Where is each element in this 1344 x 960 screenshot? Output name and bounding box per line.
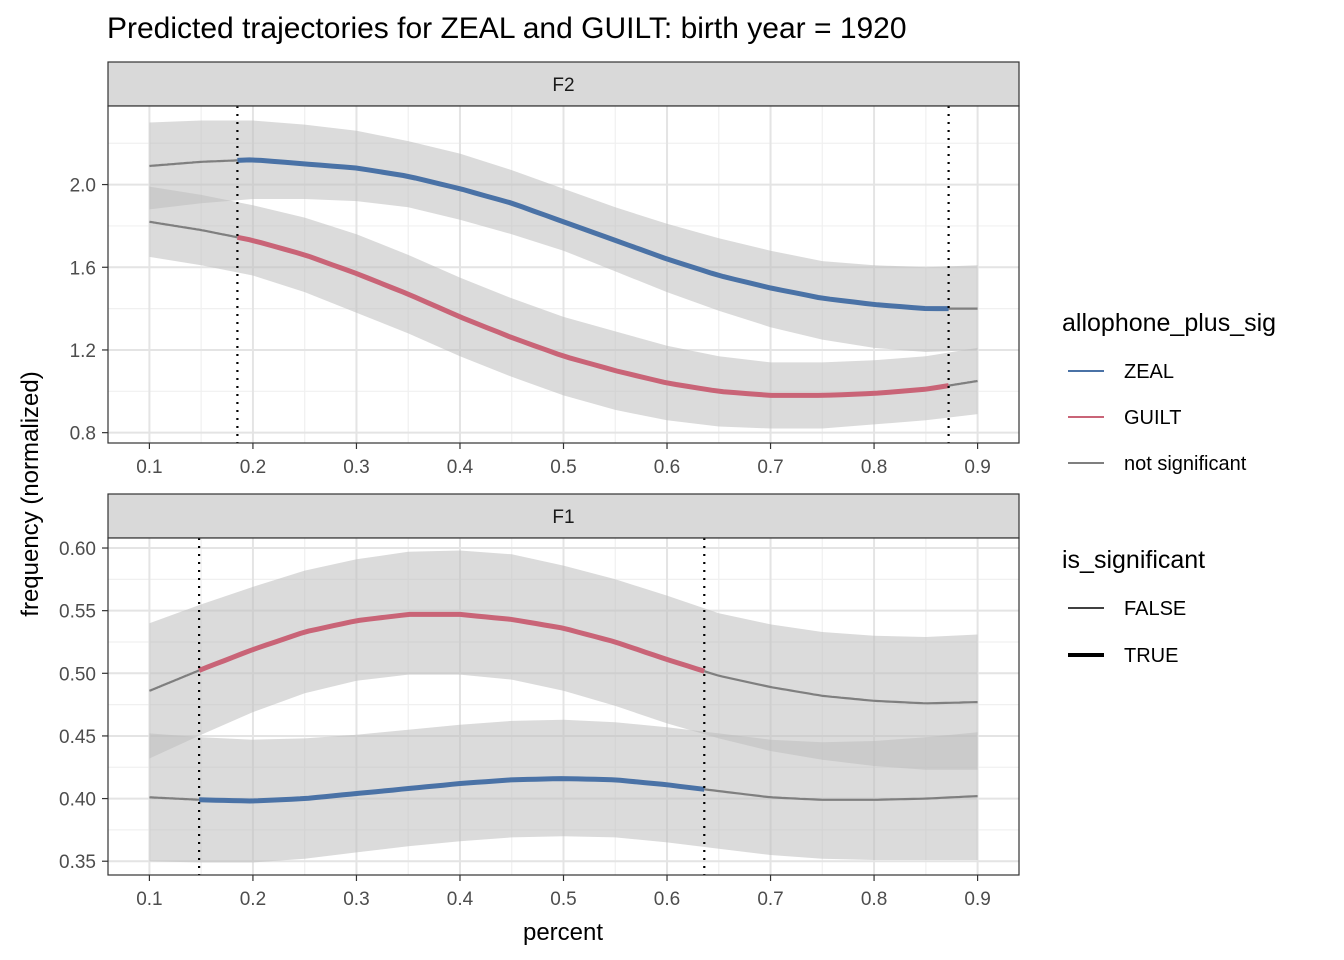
chart-title: Predicted trajectories for ZEAL and GUIL… bbox=[107, 12, 907, 45]
series-line-zeal bbox=[199, 776, 705, 804]
panel-f2: F2 0.1 0.2 0.3 0.4 0.5 0.6 0.7 0.8 0.9 0.8 1.2 1.6 2.… bbox=[70, 61, 1020, 478]
y-tick-label: 1.6 bbox=[70, 258, 96, 279]
x-axis-label: percent bbox=[523, 919, 603, 946]
x-tick-label: 0.6 bbox=[654, 889, 680, 910]
legend-label: TRUE bbox=[1124, 645, 1178, 667]
x-tick-label: 0.8 bbox=[861, 889, 887, 910]
y-tick-label: 0.35 bbox=[59, 852, 96, 873]
legend-label: GUILT bbox=[1124, 407, 1181, 429]
series-line-not-significant bbox=[149, 669, 200, 692]
confidence-ribbon-zeal bbox=[149, 120, 978, 352]
x-tick-label: 0.7 bbox=[757, 457, 783, 478]
series-line-not-significant bbox=[703, 670, 978, 705]
x-tick-label: 0.5 bbox=[550, 889, 576, 910]
x-tick-label: 0.3 bbox=[343, 457, 369, 478]
legend-label: ZEAL bbox=[1124, 361, 1174, 383]
x-tick-label: 0.1 bbox=[136, 889, 162, 910]
x-tick-label: 0.3 bbox=[343, 889, 369, 910]
legend-0: allophone_plus_sig ZEAL GUILT not significa… bbox=[1062, 309, 1276, 475]
y-axis-label: frequency (normalized) bbox=[17, 371, 44, 616]
x-tick-label: 0.2 bbox=[240, 457, 266, 478]
x-tick-label: 0.5 bbox=[550, 457, 576, 478]
series-line-guilt bbox=[198, 611, 706, 674]
panel-strip bbox=[107, 61, 1020, 107]
panel-f1: F1 0.1 0.2 0.3 0.4 0.5 0.6 0.7 0.8 0.9 0.35 0.40 0.4… bbox=[59, 493, 1020, 910]
y-tick-label: 0.55 bbox=[59, 602, 96, 623]
series-line-not-significant bbox=[149, 796, 200, 801]
x-tick-label: 0.9 bbox=[964, 457, 990, 478]
legend-title: is_significant bbox=[1062, 546, 1205, 574]
x-tick-label: 0.8 bbox=[861, 457, 887, 478]
y-tick-label: 0.8 bbox=[70, 424, 96, 445]
legends: allophone_plus_sig ZEAL GUILT not significa… bbox=[1062, 309, 1276, 667]
x-tick-label: 0.4 bbox=[447, 457, 474, 478]
x-tick-label: 0.6 bbox=[654, 457, 680, 478]
confidence-ribbon-zeal bbox=[149, 719, 978, 863]
series-line-not-significant bbox=[948, 379, 978, 387]
panel-strip-label: F1 bbox=[552, 507, 574, 528]
y-tick-label: 0.60 bbox=[59, 539, 96, 560]
series-line-guilt bbox=[236, 234, 949, 398]
series-line-not-significant bbox=[704, 788, 978, 801]
legend-label: not significant bbox=[1124, 453, 1247, 475]
y-tick-label: 0.50 bbox=[59, 664, 96, 685]
x-tick-label: 0.1 bbox=[136, 457, 162, 478]
series-line-not-significant bbox=[149, 159, 238, 168]
series-line-not-significant bbox=[149, 220, 238, 239]
panel-strip-label: F2 bbox=[552, 75, 574, 96]
y-tick-label: 0.45 bbox=[59, 727, 96, 748]
legend-label: FALSE bbox=[1124, 598, 1186, 620]
y-tick-label: 0.40 bbox=[59, 790, 96, 811]
legend-title: allophone_plus_sig bbox=[1062, 309, 1276, 337]
series-line-zeal bbox=[237, 157, 949, 312]
x-tick-label: 0.2 bbox=[240, 889, 266, 910]
panel-strip bbox=[107, 493, 1020, 539]
legend-1: is_significant FALSE TRUE bbox=[1062, 546, 1205, 667]
x-tick-label: 0.4 bbox=[447, 889, 474, 910]
confidence-ribbon-guilt bbox=[149, 186, 978, 429]
confidence-ribbon-guilt bbox=[149, 550, 978, 770]
y-tick-label: 1.2 bbox=[70, 341, 96, 362]
y-tick-label: 2.0 bbox=[70, 176, 96, 197]
panels: F2 0.1 0.2 0.3 0.4 0.5 0.6 0.7 0.8 0.9 0.8 1.2 1.6 2.… bbox=[59, 61, 1020, 910]
x-tick-label: 0.9 bbox=[964, 889, 990, 910]
x-tick-label: 0.7 bbox=[757, 889, 783, 910]
